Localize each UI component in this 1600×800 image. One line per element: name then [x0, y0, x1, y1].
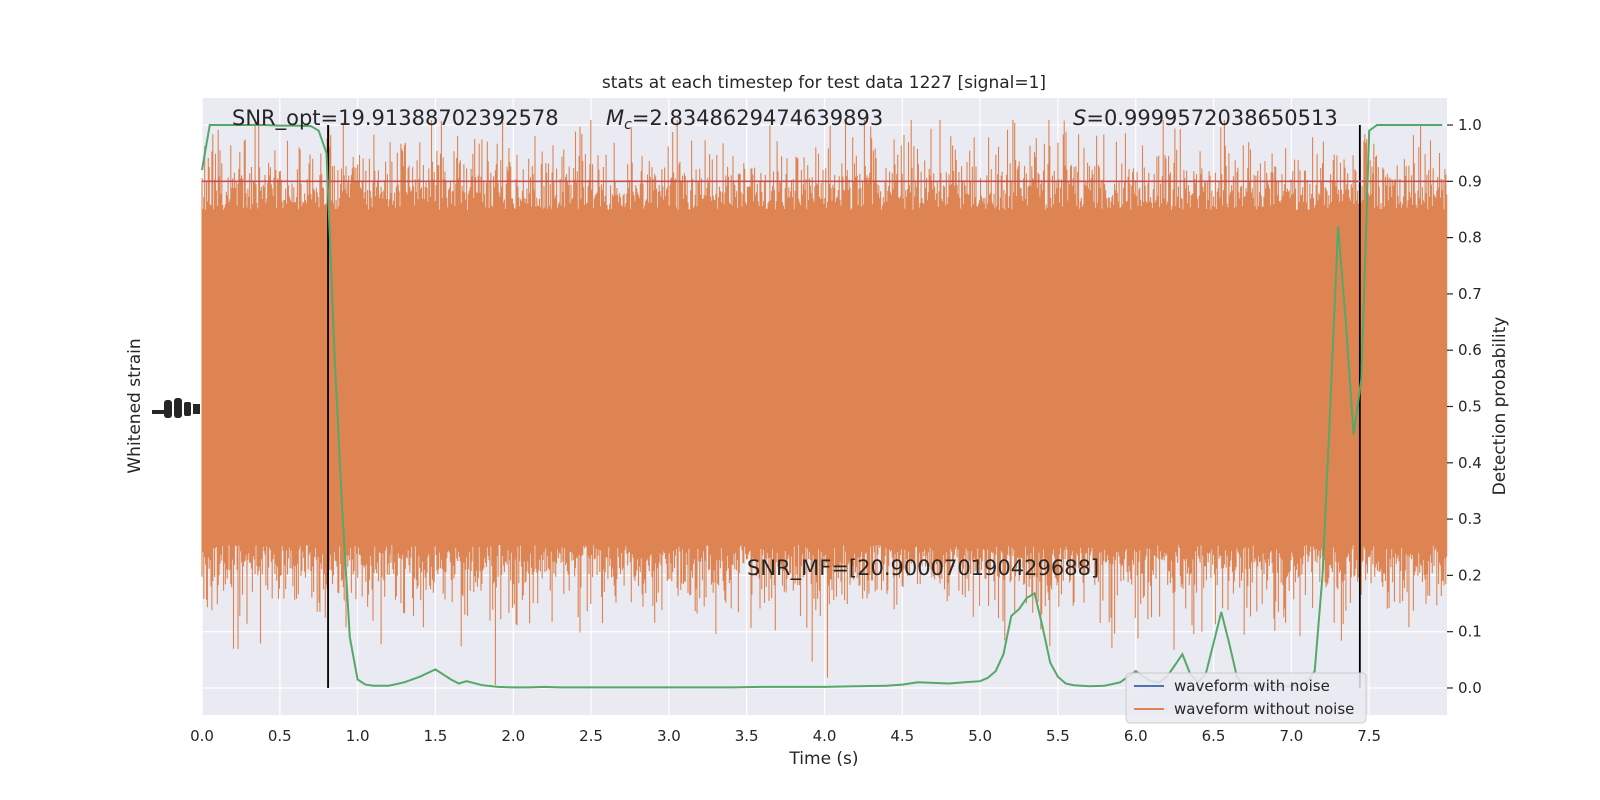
x-tick-label: 2.0 [501, 727, 525, 745]
waveform-without-noise-series [201, 120, 1448, 685]
legend-label-with-noise: waveform with noise [1174, 677, 1330, 695]
x-tick-label: 2.5 [579, 727, 603, 745]
right-y-tick-label: 0.4 [1458, 454, 1482, 472]
chart-title: stats at each timestep for test data 122… [602, 73, 1046, 93]
waveform-dense-band [202, 306, 1447, 530]
x-tick-label: 3.5 [735, 727, 759, 745]
left-tick-glyph-1 [152, 410, 164, 414]
right-y-tick-label: 0.5 [1458, 398, 1482, 416]
left-y-axis-label: Whitened strain [125, 338, 145, 473]
right-y-axis-label: Detection probability [1490, 317, 1510, 496]
right-y-tick-label: 0.7 [1458, 285, 1482, 303]
x-tick-label: 0.0 [190, 727, 214, 745]
snr-mf-annotation: SNR_MF=[20.900070190429688] [747, 556, 1099, 581]
right-y-tick-label: 1.0 [1458, 116, 1482, 134]
right-y-tick-label: 0.8 [1458, 229, 1482, 247]
left-tick-glyph-5 [193, 404, 200, 414]
left-y-axis-tick-glyphs [152, 398, 200, 418]
left-tick-glyph-2 [164, 400, 172, 418]
x-tick-label: 5.0 [968, 727, 992, 745]
legend-box [1125, 672, 1367, 724]
right-y-axis-ticks: 0.0 0.1 0.2 0.3 0.4 0.5 0.6 0.7 0.8 0.9 1.0 [1447, 116, 1482, 697]
snr-opt-annotation: SNR_opt=19.91388702392578 [232, 106, 559, 131]
right-y-tick-label: 0.6 [1458, 341, 1482, 359]
right-y-tick-label: 0.3 [1458, 510, 1482, 528]
x-axis-ticks: 0.0 0.5 1.0 1.5 2.0 2.5 3.0 3.5 4.0 4.5 5.0 5.5 6.0 6… [190, 727, 1381, 745]
x-tick-label: 1.0 [346, 727, 370, 745]
x-tick-label: 3.0 [657, 727, 681, 745]
x-tick-label: 0.5 [268, 727, 292, 745]
right-y-tick-label: 0.0 [1458, 679, 1482, 697]
chirp-mass-annotation: Mc=2.8348629474639893 [606, 106, 883, 133]
marker-lines [327, 125, 1361, 688]
x-tick-label: 4.0 [813, 727, 837, 745]
x-axis-label: Time (s) [788, 749, 858, 769]
x-tick-label: 7.0 [1279, 727, 1303, 745]
x-tick-label: 4.5 [890, 727, 914, 745]
legend-label-without-noise: waveform without noise [1174, 700, 1354, 718]
x-tick-label: 6.0 [1124, 727, 1148, 745]
x-tick-label: 7.5 [1357, 727, 1381, 745]
x-tick-label: 6.5 [1202, 727, 1226, 745]
x-tick-label: 1.5 [424, 727, 448, 745]
overlap-annotation: S=0.9999572038650513 [1073, 106, 1338, 130]
left-tick-glyph-4 [184, 402, 191, 416]
legend: waveform with noise waveform without noi… [1125, 672, 1367, 724]
x-tick-label: 5.5 [1046, 727, 1070, 745]
left-tick-glyph-3 [174, 398, 182, 418]
right-y-tick-label: 0.2 [1458, 566, 1482, 584]
right-y-tick-label: 0.1 [1458, 623, 1482, 641]
right-y-tick-label: 0.9 [1458, 172, 1482, 190]
